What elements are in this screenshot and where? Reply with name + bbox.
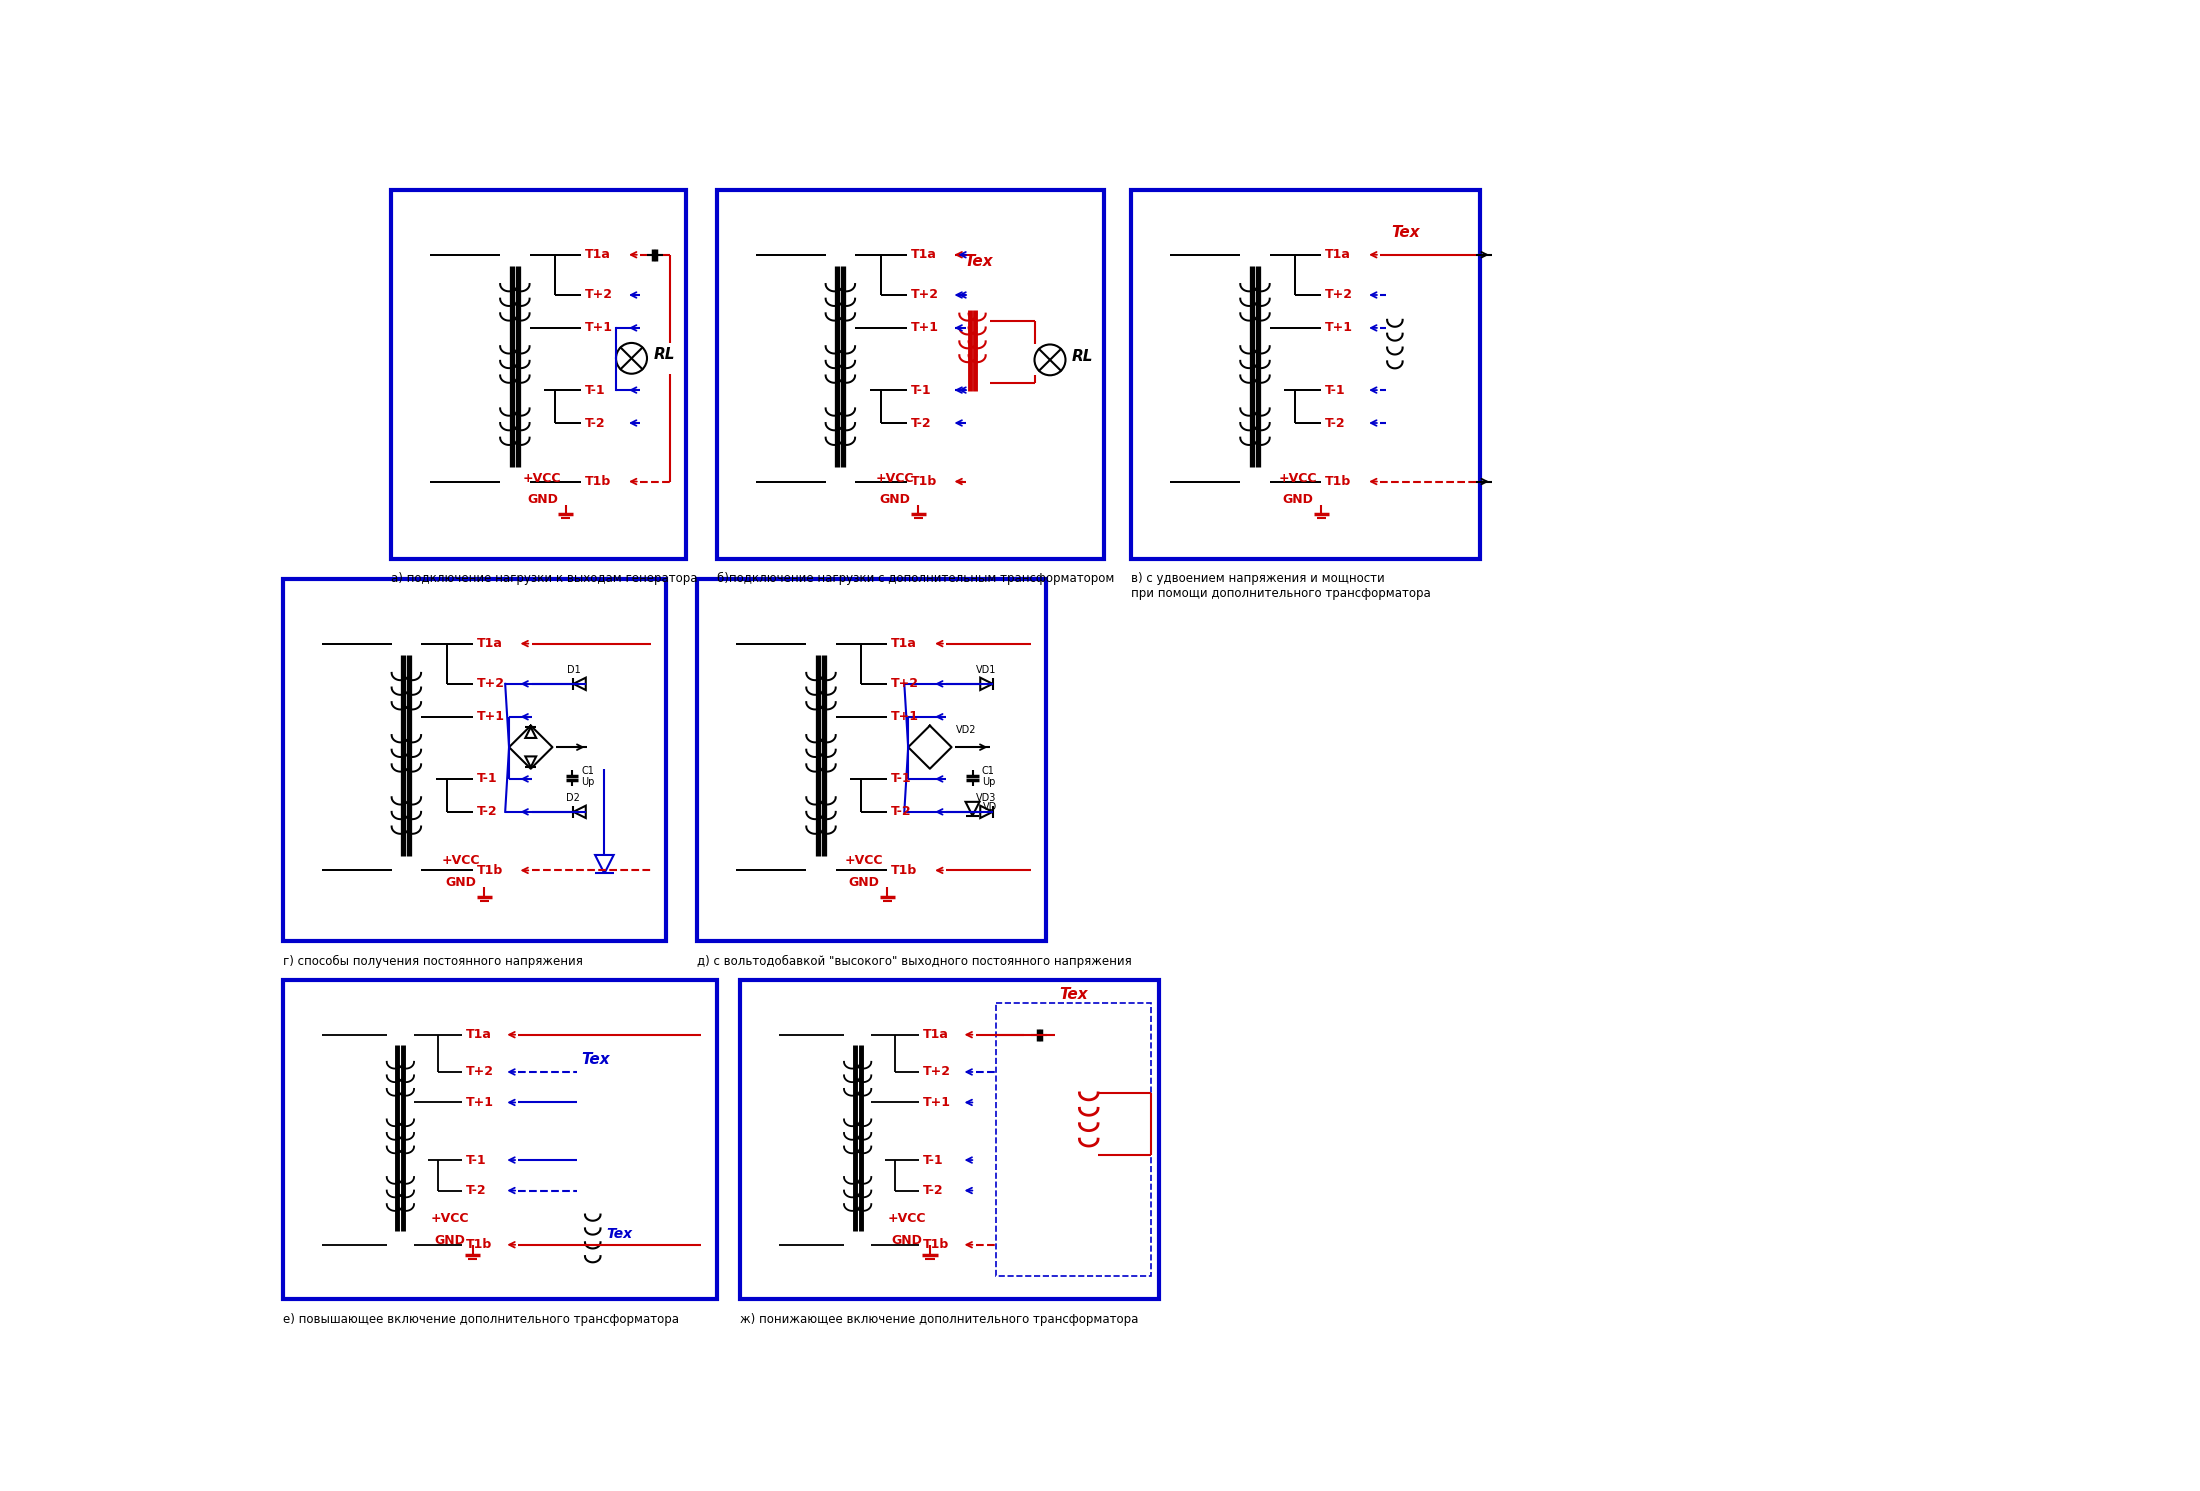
Text: VD1: VD1 [977, 665, 997, 675]
Text: +VCC: +VCC [1278, 471, 1318, 485]
Text: Tex: Tex [1058, 987, 1087, 1002]
Text: Tex: Tex [966, 253, 994, 268]
Text: T1b: T1b [891, 863, 917, 877]
Text: T+2: T+2 [1324, 288, 1353, 301]
Text: T-1: T-1 [1324, 383, 1346, 397]
Text: C1
Uр: C1 Uр [581, 766, 594, 787]
Text: T1a: T1a [466, 1029, 491, 1041]
Bar [697, 580, 1047, 941]
Text: T1b: T1b [1324, 476, 1351, 488]
Text: а) подключение нагрузки к выходам генератора: а) подключение нагрузки к выходам генера… [392, 573, 697, 586]
Bar [1131, 191, 1481, 559]
Text: T+1: T+1 [1324, 322, 1353, 334]
Text: GND: GND [880, 494, 911, 505]
Text: T1a: T1a [1324, 249, 1351, 261]
Text: T-1: T-1 [466, 1154, 486, 1166]
Text: T1a: T1a [891, 637, 917, 650]
Text: T-2: T-2 [1324, 416, 1346, 429]
Text: GND: GND [433, 1235, 464, 1246]
Text: T-1: T-1 [891, 772, 911, 786]
Text: г) способы получения постоянного напряжения: г) способы получения постоянного напряже… [284, 956, 583, 968]
Bar [284, 580, 667, 941]
Text: T-2: T-2 [585, 416, 605, 429]
Bar [284, 980, 717, 1299]
Text: GND: GND [891, 1235, 922, 1246]
Text: GND: GND [528, 494, 559, 505]
Text: Tex: Tex [1390, 225, 1419, 240]
Text: +VCC: +VCC [442, 854, 480, 868]
Text: е) повышающее включение дополнительного трансформатора: е) повышающее включение дополнительного … [284, 1314, 680, 1325]
Text: GND: GND [1283, 494, 1313, 505]
Text: T-1: T-1 [924, 1154, 944, 1166]
Bar [717, 191, 1104, 559]
Text: T+2: T+2 [585, 288, 614, 301]
Text: T+1: T+1 [477, 710, 504, 723]
Text: +VCC: +VCC [876, 471, 915, 485]
Text: T+2: T+2 [477, 677, 504, 690]
Text: +VCC: +VCC [845, 854, 882, 868]
Text: в) с удвоением напряжения и мощности
при помощи дополнительного трансформатора: в) с удвоением напряжения и мощности при… [1131, 573, 1432, 601]
Text: T1b: T1b [585, 476, 612, 488]
Text: ж) понижающее включение дополнительного трансформатора: ж) понижающее включение дополнительного … [739, 1314, 1137, 1325]
Text: T+1: T+1 [466, 1096, 493, 1109]
Text: T-2: T-2 [891, 805, 911, 819]
Text: Tex: Tex [607, 1227, 634, 1241]
Text: T+2: T+2 [924, 1066, 950, 1078]
Text: T+2: T+2 [466, 1066, 493, 1078]
Text: Tex: Tex [581, 1053, 609, 1068]
Text: T-1: T-1 [585, 383, 605, 397]
Text: T+1: T+1 [891, 710, 920, 723]
Text: RL: RL [1071, 349, 1093, 364]
Text: +VCC: +VCC [524, 471, 561, 485]
Text: VD2: VD2 [955, 725, 977, 735]
Text: T1b: T1b [911, 476, 937, 488]
Text: T-2: T-2 [477, 805, 497, 819]
Text: T+2: T+2 [911, 288, 939, 301]
Text: T-2: T-2 [924, 1184, 944, 1197]
Text: T-2: T-2 [466, 1184, 486, 1197]
Text: T1a: T1a [911, 249, 937, 261]
Bar [392, 191, 686, 559]
Bar [739, 980, 1159, 1299]
Text: D1: D1 [568, 665, 581, 675]
Text: д) с вольтодобавкой "высокого" выходного постоянного напряжения: д) с вольтодобавкой "высокого" выходного… [697, 956, 1133, 968]
Bar [997, 1003, 1151, 1276]
Text: T1b: T1b [466, 1238, 493, 1251]
Text: T+1: T+1 [585, 322, 614, 334]
Text: T1a: T1a [477, 637, 502, 650]
Text: T+1: T+1 [924, 1096, 950, 1109]
Text: T1b: T1b [924, 1238, 948, 1251]
Text: T-1: T-1 [477, 772, 497, 786]
Text: D2: D2 [565, 793, 581, 804]
Text: T+2: T+2 [891, 677, 920, 690]
Text: GND: GND [849, 875, 880, 889]
Text: +VCC: +VCC [431, 1212, 469, 1226]
Text: T1b: T1b [477, 863, 504, 877]
Text: VD3: VD3 [977, 793, 997, 804]
Text: T-1: T-1 [911, 383, 931, 397]
Text: T+1: T+1 [911, 322, 939, 334]
Text: C1
Uр: C1 Uр [981, 766, 994, 787]
Text: GND: GND [447, 875, 477, 889]
Text: VD: VD [983, 802, 997, 813]
Text: б)подключение нагрузки с дополнительным трансформатором: б)подключение нагрузки с дополнительным … [717, 573, 1113, 586]
Text: T1a: T1a [585, 249, 612, 261]
Text: T-2: T-2 [911, 416, 931, 429]
Text: RL: RL [653, 347, 675, 362]
Text: T1a: T1a [924, 1029, 948, 1041]
Text: +VCC: +VCC [887, 1212, 926, 1226]
